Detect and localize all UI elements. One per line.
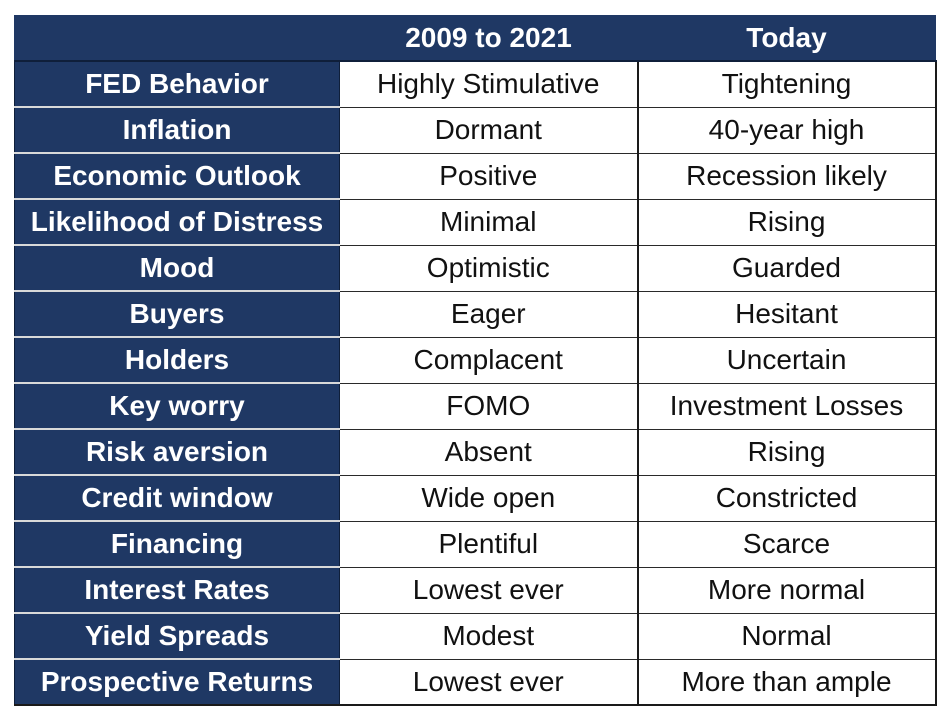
cell-2009-to-2021: Minimal (339, 198, 639, 246)
table-row: Risk aversion Absent Rising (14, 428, 937, 476)
header-today: Today (637, 15, 936, 62)
cell-2009-to-2021: Plentiful (339, 520, 639, 568)
table-row: Inflation Dormant 40-year high (14, 106, 937, 154)
table-row: Financing Plentiful Scarce (14, 520, 937, 568)
comparison-table: 2009 to 2021 Today FED Behavior Highly S… (14, 15, 937, 706)
cell-2009-to-2021: Lowest ever (339, 658, 639, 706)
row-label: FED Behavior (14, 60, 340, 108)
table-row: Mood Optimistic Guarded (14, 244, 937, 292)
header-2009-to-2021: 2009 to 2021 (339, 15, 638, 62)
cell-today: Hesitant (637, 290, 937, 338)
table-row: FED Behavior Highly Stimulative Tighteni… (14, 60, 937, 108)
row-label: Key worry (14, 382, 340, 430)
cell-today: More normal (637, 566, 937, 614)
table-row: Buyers Eager Hesitant (14, 290, 937, 338)
table-row: Interest Rates Lowest ever More normal (14, 566, 937, 614)
header-corner-cell (14, 15, 340, 62)
table-row: Credit window Wide open Constricted (14, 474, 937, 522)
cell-2009-to-2021: Dormant (339, 106, 639, 154)
table-row: Likelihood of Distress Minimal Rising (14, 198, 937, 246)
cell-today: Tightening (637, 60, 937, 108)
row-label: Likelihood of Distress (14, 198, 340, 246)
row-label: Prospective Returns (14, 658, 340, 706)
table-row: Holders Complacent Uncertain (14, 336, 937, 384)
cell-2009-to-2021: Eager (339, 290, 639, 338)
cell-2009-to-2021: Complacent (339, 336, 639, 384)
cell-2009-to-2021: FOMO (339, 382, 639, 430)
cell-2009-to-2021: Lowest ever (339, 566, 639, 614)
cell-today: 40-year high (637, 106, 937, 154)
cell-2009-to-2021: Optimistic (339, 244, 639, 292)
row-label: Interest Rates (14, 566, 340, 614)
cell-today: Guarded (637, 244, 937, 292)
cell-today: Constricted (637, 474, 937, 522)
table-row: Yield Spreads Modest Normal (14, 612, 937, 660)
row-label: Credit window (14, 474, 340, 522)
row-label: Risk aversion (14, 428, 340, 476)
cell-today: Investment Losses (637, 382, 937, 430)
row-label: Mood (14, 244, 340, 292)
cell-today: Normal (637, 612, 937, 660)
row-label: Financing (14, 520, 340, 568)
cell-2009-to-2021: Modest (339, 612, 639, 660)
cell-2009-to-2021: Highly Stimulative (339, 60, 639, 108)
row-label: Holders (14, 336, 340, 384)
cell-today: Recession likely (637, 152, 937, 200)
cell-2009-to-2021: Absent (339, 428, 639, 476)
table-row: Prospective Returns Lowest ever More tha… (14, 658, 937, 706)
row-label: Inflation (14, 106, 340, 154)
cell-today: Scarce (637, 520, 937, 568)
table-row: Economic Outlook Positive Recession like… (14, 152, 937, 200)
cell-today: More than ample (637, 658, 937, 706)
header-row: 2009 to 2021 Today (14, 15, 936, 62)
cell-2009-to-2021: Positive (339, 152, 639, 200)
table-row: Key worry FOMO Investment Losses (14, 382, 937, 430)
cell-today: Rising (637, 198, 937, 246)
cell-today: Uncertain (637, 336, 937, 384)
cell-today: Rising (637, 428, 937, 476)
cell-2009-to-2021: Wide open (339, 474, 639, 522)
row-label: Yield Spreads (14, 612, 340, 660)
row-label: Buyers (14, 290, 340, 338)
row-label: Economic Outlook (14, 152, 340, 200)
